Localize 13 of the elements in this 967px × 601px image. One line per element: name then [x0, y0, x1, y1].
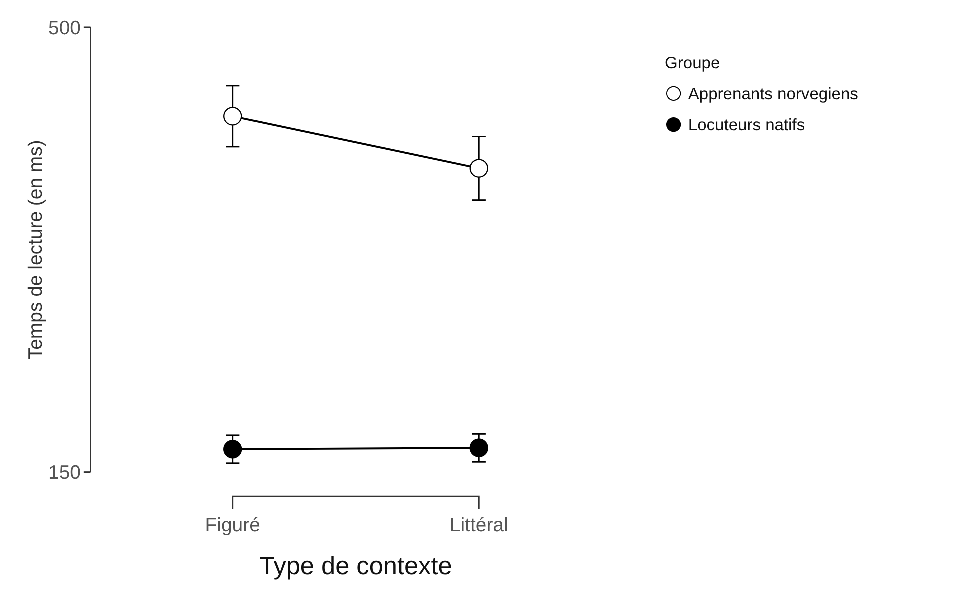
y-axis-title: Temps de lecture (en ms)	[25, 140, 48, 360]
x-axis-title: Type de contexte	[260, 552, 452, 581]
x-tick-label: Figuré	[205, 514, 260, 537]
point	[470, 159, 488, 178]
point	[224, 107, 242, 126]
point	[470, 438, 488, 458]
y-tick-label: 150	[48, 462, 82, 484]
x-tick-label: Littéral	[450, 514, 508, 537]
legend-label: Locuteurs natifs	[688, 116, 806, 135]
y-tick-label: 500	[48, 17, 82, 40]
point	[224, 440, 242, 459]
legend-label: Apprenants norvegiens	[688, 84, 858, 104]
legend-title: Groupe	[665, 53, 720, 72]
